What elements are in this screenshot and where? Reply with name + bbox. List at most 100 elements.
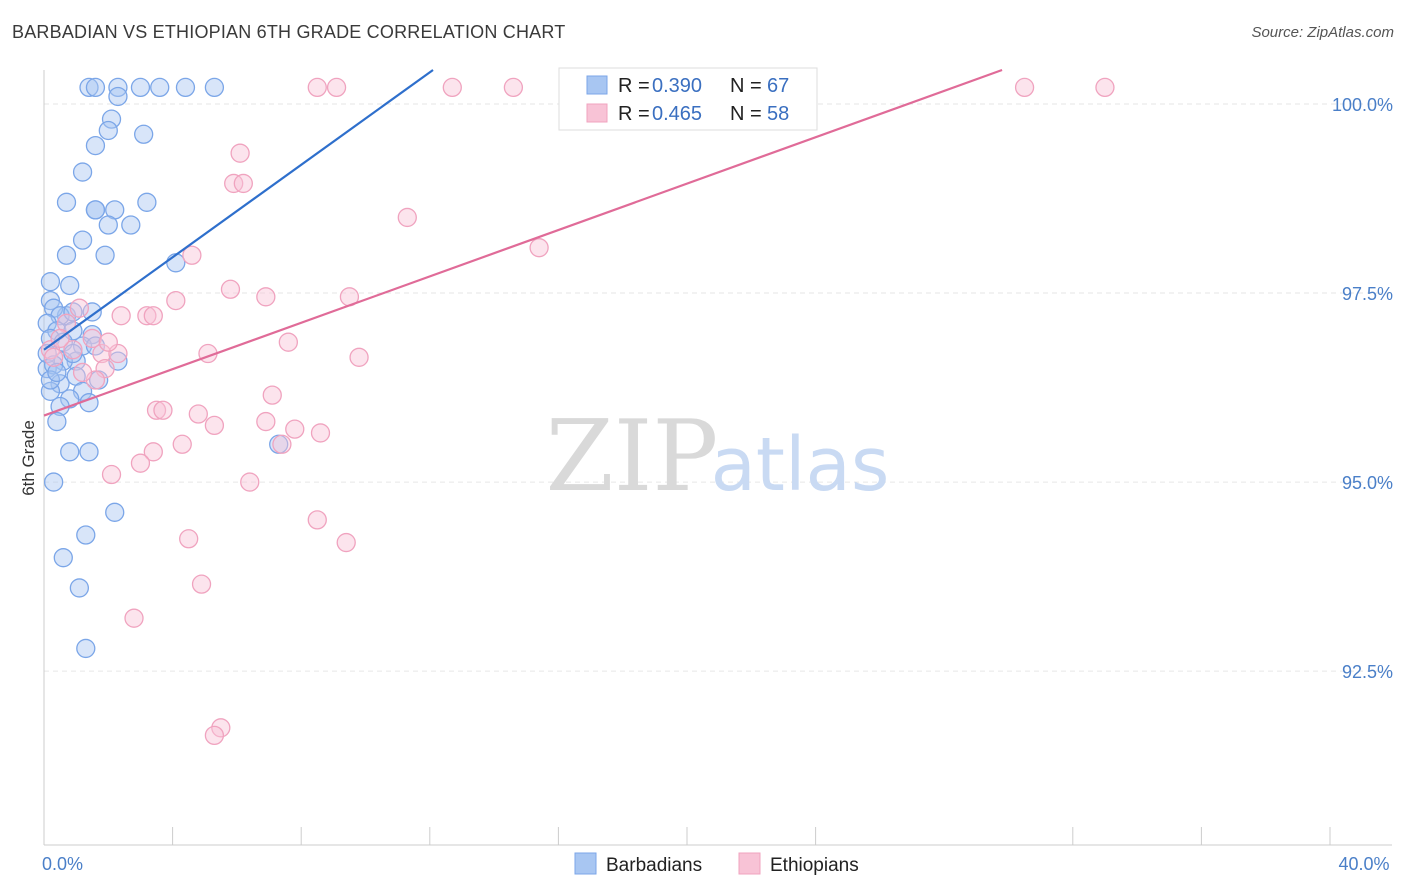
ethiopian-point [233, 173, 253, 194]
series-swatch-ethiopians [738, 852, 761, 875]
barbadian-point [150, 77, 170, 98]
legend-swatch-ethiopians [586, 103, 608, 123]
legend-r-label-barbadians: R = [618, 75, 650, 97]
barbadian-point [47, 362, 67, 383]
barbadian-point [53, 548, 73, 568]
chart-source: Source: ZipAtlas.com [1251, 24, 1394, 41]
ethiopian-point [326, 77, 347, 98]
ethiopian-point [63, 340, 83, 360]
ethiopian-point [179, 529, 199, 549]
ethiopian-point [124, 608, 144, 628]
ethiopian-point [442, 77, 462, 98]
series-label-barbadians: Barbadians [606, 855, 702, 876]
barbadian-point [79, 442, 99, 462]
series-swatch-barbadians [574, 852, 597, 875]
barbadian-point [130, 77, 151, 98]
legend-r-label-ethiopians: R = [618, 103, 650, 125]
ethiopian-point [211, 718, 231, 738]
ethiopian-point [256, 411, 276, 432]
ethiopian-point [310, 423, 331, 443]
barbadian-point [60, 275, 80, 296]
x-tick-label: 0.0% [42, 854, 83, 874]
barbadian-point [137, 192, 157, 212]
ethiopian-point [397, 207, 417, 228]
ethiopian-point [72, 362, 93, 383]
barbadian-point [121, 215, 141, 235]
ethiopian-point [1014, 77, 1035, 98]
x-tick-label: 40.0% [1338, 854, 1389, 874]
ethiopian-point [278, 332, 298, 352]
barbadian-trend-line [43, 69, 434, 351]
watermark-atlas: atlas [711, 422, 890, 508]
barbadian-point [69, 578, 90, 598]
ethiopian-point [307, 77, 327, 98]
legend-r-value-ethiopians: 0.465 [652, 103, 702, 125]
legend-swatch-barbadians [586, 75, 608, 95]
barbadian-point [72, 162, 93, 182]
legend-n-label-barbadians: N = [730, 75, 762, 97]
ethiopian-point [204, 415, 225, 436]
correlation-legend: R = 0.390 N = 67 R = 0.465 N = 58 [558, 67, 818, 131]
barbadian-point [60, 442, 80, 462]
ethiopian-point [166, 290, 186, 311]
legend-n-label-ethiopians: N = [730, 103, 762, 125]
barbadian-point [98, 120, 118, 141]
ethiopian-point [230, 143, 250, 163]
barbadian-point [85, 135, 106, 156]
ethiopian-point [188, 404, 208, 424]
ethiopian-point [172, 434, 192, 454]
barbadian-point [60, 389, 80, 409]
ethiopian-point [137, 306, 157, 326]
barbadian-point [72, 230, 93, 250]
barbadian-point [40, 272, 61, 292]
ethiopian-point [272, 434, 292, 454]
ethiopian-point [82, 328, 102, 349]
barbadian-point [56, 245, 77, 265]
ethiopian-point [256, 287, 276, 307]
ethiopian-trend-line [43, 68, 1003, 417]
y-tick-labels: 100.0% 97.5% 95.0% 92.5% [1332, 95, 1393, 682]
barbadian-point [204, 77, 225, 98]
ethiopian-point [143, 442, 163, 462]
barbadian-point [166, 253, 186, 273]
barbadian-point [108, 86, 128, 107]
ethiopian-point [204, 725, 225, 746]
ethiopian-point [101, 464, 122, 485]
barbadian-point [85, 77, 106, 98]
barbadian-point [79, 77, 99, 98]
y-tick-label: 100.0% [1332, 95, 1393, 115]
ethiopian-point [220, 279, 241, 299]
ethiopian-point [529, 238, 549, 258]
watermark-zip: ZIP [546, 400, 719, 514]
barbadian-point [37, 313, 57, 333]
ethiopian-point [43, 347, 64, 367]
ethiopian-point [92, 343, 112, 364]
ethiopian-point [182, 245, 202, 265]
ethiopian-point [146, 400, 167, 420]
barbadian-point [95, 245, 115, 265]
barbadian-point [105, 502, 125, 522]
ethiopian-point [1095, 77, 1115, 98]
legend-r-value-barbadians: 0.390 [652, 75, 702, 97]
ethiopian-point [69, 298, 90, 318]
barbadian-point [40, 381, 61, 401]
y-tick-label: 95.0% [1342, 473, 1393, 493]
data-points [37, 77, 1115, 746]
ethiopian-point [307, 510, 327, 530]
barbadian-point [134, 124, 154, 144]
ethiopian-point [240, 472, 260, 492]
ethiopian-point [262, 385, 282, 405]
ethiopian-point [143, 306, 163, 326]
y-tick-label: 92.5% [1342, 662, 1393, 682]
barbadian-point [40, 370, 61, 390]
barbadian-point [85, 200, 106, 220]
ethiopian-point [191, 574, 212, 594]
barbadian-point [50, 374, 70, 394]
y-axis-label: 6th Grade [19, 420, 38, 496]
barbadian-point [101, 109, 122, 129]
legend-n-value-ethiopians: 58 [767, 103, 789, 125]
ethiopian-point [503, 77, 524, 98]
chart-title: BARBADIAN VS ETHIOPIAN 6TH GRADE CORRELA… [12, 22, 566, 42]
series-label-ethiopians: Ethiopians [770, 855, 859, 876]
barbadian-point [43, 472, 64, 492]
